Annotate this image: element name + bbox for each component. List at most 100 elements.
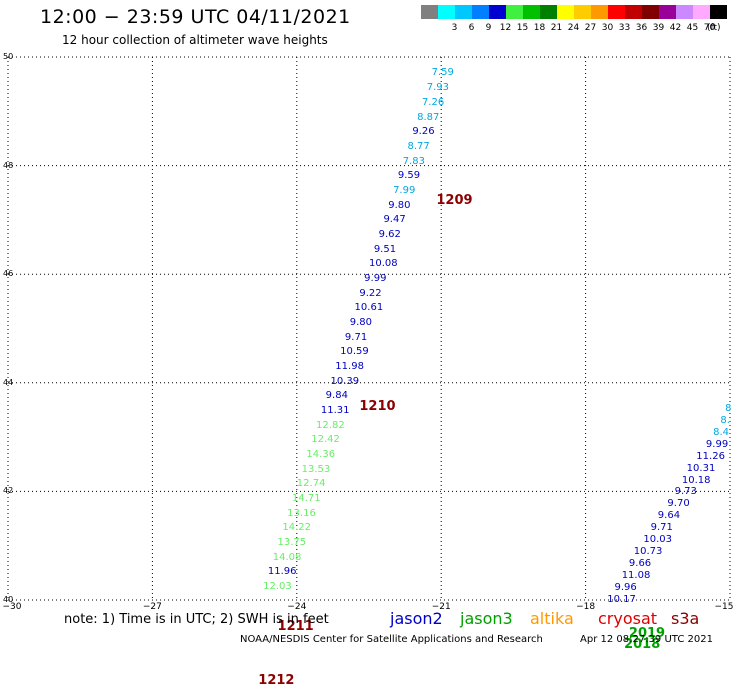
color-scale-label: 3 [451,23,458,33]
wave-height-value: 9.47 [383,214,406,226]
color-swatch [608,5,625,19]
latitude-label: 48 [3,160,14,170]
longitude-label: −27 [142,602,162,612]
map-subtitle: 12 hour collection of altimeter wave hei… [62,33,328,47]
color-swatch [574,5,591,19]
color-scale-label: 9 [485,23,492,33]
wave-height-value: 12.03 [263,580,292,592]
longitude-label: −30 [2,602,22,612]
color-swatch [421,5,438,19]
color-scale-label: 21 [550,23,563,33]
wave-height-value: 12.42 [311,434,340,446]
wave-height-value: 8.77 [407,141,430,153]
longitude-label: −21 [431,602,451,612]
longitude-label: −24 [287,602,307,612]
pass-time-label: 1212 [258,673,295,688]
color-swatch [591,5,608,19]
wave-height-value: 13.75 [277,536,307,548]
color-scale-label: 6 [468,23,475,33]
wave-height-value: 8. [720,414,730,426]
wave-height-value: 11.98 [335,361,364,373]
wave-height-value: 9.64 [657,510,681,522]
color-scale-label: 45 [686,23,699,33]
latitude-label: 50 [3,52,14,61]
wave-height-value: 12.82 [316,419,345,431]
wave-height-value: 9.73 [674,486,697,498]
color-scale-label: 36 [635,23,648,33]
pass-time-label: 2019 [628,625,666,641]
wave-height-value: 9.70 [667,498,690,510]
wave-height-value: 9.71 [344,331,368,343]
color-swatch [659,5,676,19]
wave-height-value: 9.22 [359,287,382,299]
wave-height-value: 9.62 [378,229,401,241]
wave-height-value: 13.16 [287,507,316,519]
color-scale-label: 70 [703,23,716,33]
wave-height-value: 10.18 [681,474,711,486]
wave-height-value: 9.80 [349,317,372,329]
wave-height-value: 8.4 [713,426,730,438]
latitude-label: 40 [3,595,14,604]
color-swatch [523,5,540,19]
units-note: note: 1) Time is in UTC; 2) SWH is in fe… [64,612,329,627]
wave-height-value: 10.61 [354,302,384,314]
latitude-label: 44 [3,377,14,387]
satellite-jason3: jason3 [460,609,513,628]
color-scale-unit: (ft) [707,23,721,33]
wave-height-value: 10.31 [686,462,716,474]
wave-height-value: 9.26 [412,126,435,138]
satellite-cryosat: cryosat [598,609,658,628]
color-scale-label: 18 [533,23,546,33]
color-scale-label: 39 [652,23,665,33]
wave-height-value: 9.84 [325,390,348,402]
wave-height-value: 10.73 [633,546,663,558]
color-scale-label: 24 [567,23,580,33]
color-scale-label: 33 [618,23,631,33]
wave-height-value: 11.96 [267,566,297,578]
wave-height-value: 14.22 [282,522,311,534]
color-scale-label: 15 [516,23,529,33]
color-swatch [455,5,472,19]
color-swatch [540,5,557,19]
wave-height-value: 12.74 [296,478,326,490]
satellite-jason2: jason2 [390,609,443,628]
color-swatch [642,5,659,19]
color-swatch [472,5,489,19]
map-title: 12:00 − 23:59 UTC 04/11/2021 [40,6,351,28]
wave-height-value: 10.08 [369,258,398,270]
wave-height-value: 9.51 [373,243,397,255]
credit-text: NOAA/NESDIS Center for Satellite Applica… [240,634,543,645]
wave-height-value: 9.80 [388,199,411,211]
satellite-altika: altika [530,609,574,628]
longitude-label: −15 [714,602,734,612]
color-swatch [489,5,506,19]
wave-height-value: 14.36 [306,449,336,461]
color-scale-label: 30 [601,23,614,33]
wave-height-value: 10.17 [607,594,636,605]
wave-height-value: 9.99 [364,273,387,285]
wave-height-value: 7.99 [393,185,416,197]
wave-height-value: 8 [725,402,732,414]
wave-height-value: 9.59 [397,170,421,182]
generated-timestamp: Apr 12 08:27:39 UTC 2021 [580,634,713,645]
color-swatch [506,5,523,19]
wave-height-value: 11.08 [621,570,651,582]
pass-time-label: 1210 [359,398,396,414]
wave-height-value: 9.99 [705,438,729,450]
color-swatch [693,5,710,19]
color-swatch [438,5,455,19]
satellite-s3a: s3a [671,609,700,628]
wave-height-value: 7.59 [431,67,454,79]
color-scale-label: 12 [499,23,512,33]
color-swatch [625,5,642,19]
wave-height-value: 13.53 [301,463,331,475]
color-swatch [710,5,727,19]
wave-height-value: 10.59 [340,346,369,358]
latitude-label: 46 [3,269,14,279]
wave-height-value: 11.31 [320,405,350,417]
color-swatch [557,5,574,19]
color-scale-label: 42 [669,23,682,33]
color-scale-label: 27 [584,23,597,33]
longitude-label: −18 [576,602,596,612]
wave-height-value: 14.08 [272,551,302,563]
